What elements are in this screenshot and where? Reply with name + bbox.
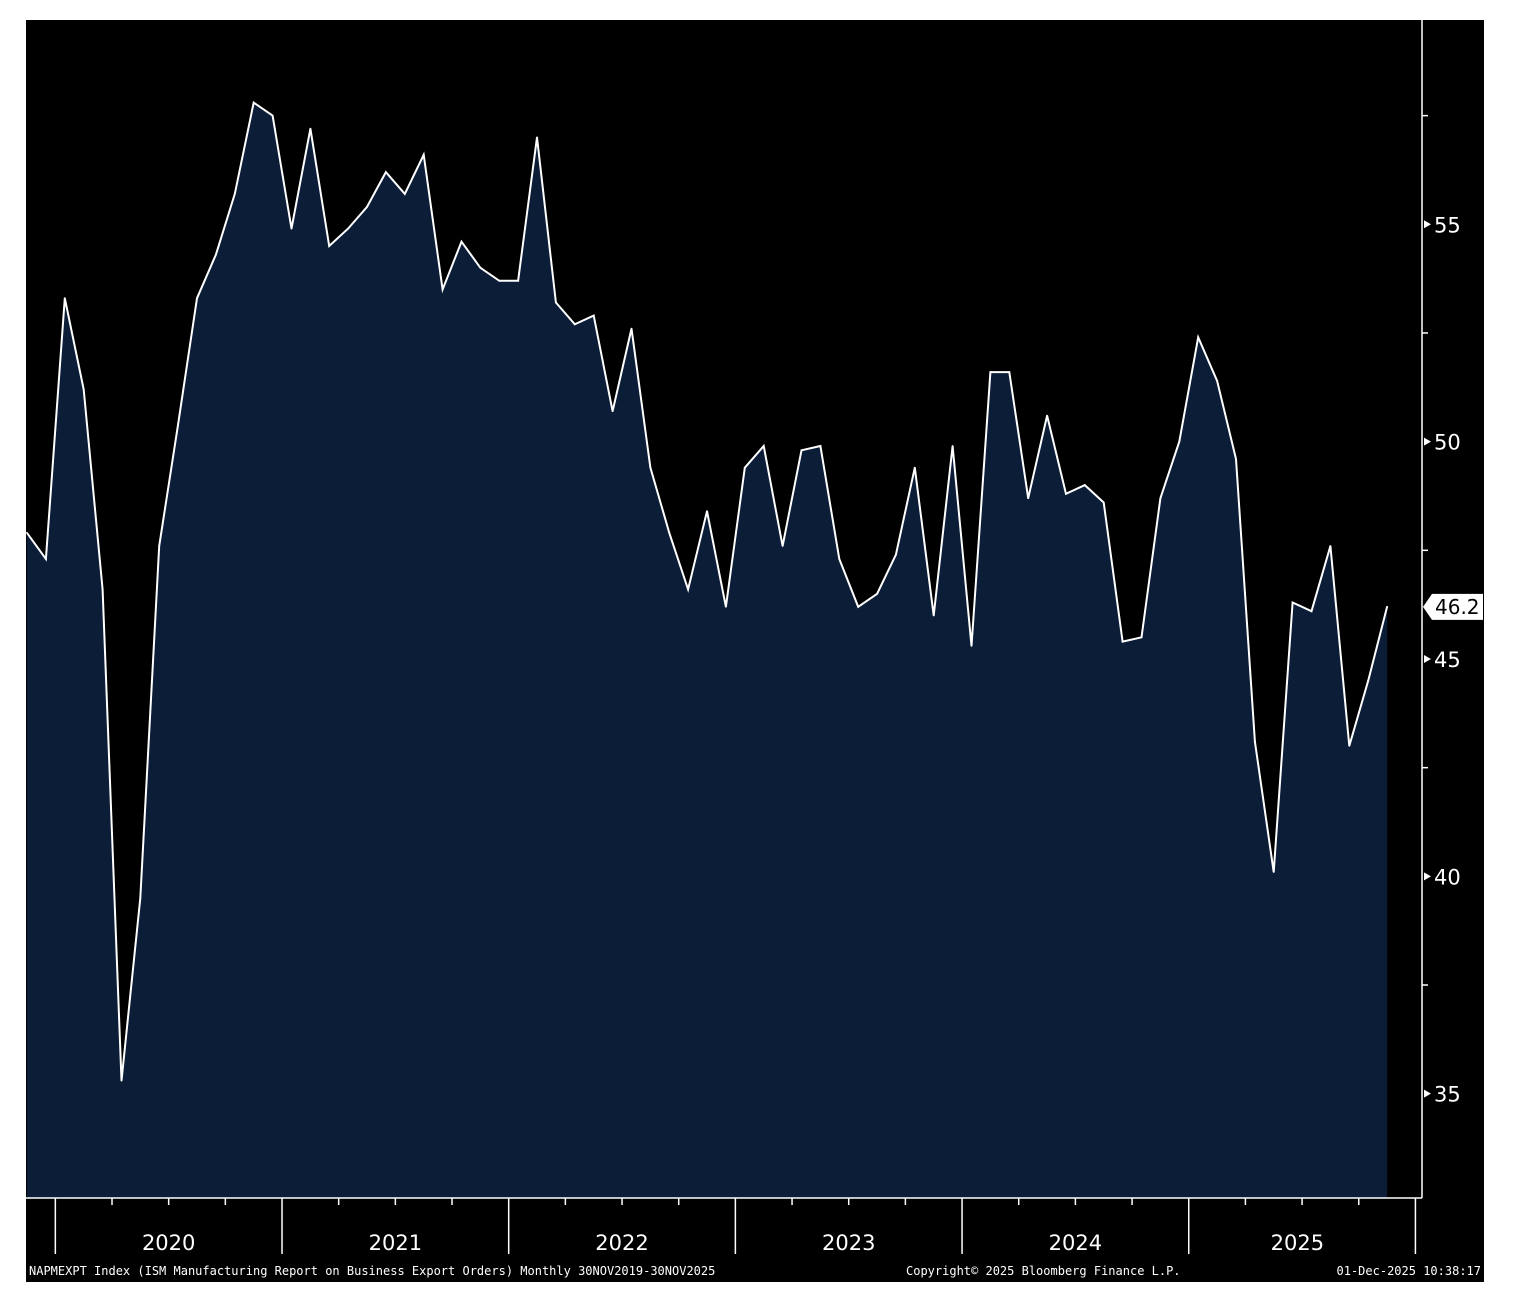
footer-timestamp: 01-Dec-2025 10:38:17 xyxy=(1336,1264,1482,1278)
series-line xyxy=(26,100,1389,1081)
last-value-label: 46.2 xyxy=(1435,595,1480,619)
series-area xyxy=(27,102,1388,1199)
x-year-label: 2023 xyxy=(822,1231,875,1255)
chart-footer: NAPMEXPT Index (ISM Manufacturing Report… xyxy=(26,1261,1484,1282)
y-tick-mark xyxy=(1424,1089,1431,1098)
y-tick-label: 35 xyxy=(1434,1083,1461,1107)
x-year-label: 2024 xyxy=(1049,1231,1102,1255)
y-tick-mark xyxy=(1424,220,1431,229)
chart-svg: 35 40 45 50 55 2020 2021 2022 2023 2024 2025 46.2 xyxy=(26,20,1483,1255)
y-tick-label: 45 xyxy=(1434,648,1461,672)
y-tick-label: 40 xyxy=(1434,865,1461,889)
y-tick-mark xyxy=(1424,437,1431,446)
x-year-label: 2025 xyxy=(1271,1231,1324,1255)
y-tick-mark xyxy=(1424,654,1431,663)
x-year-label: 2022 xyxy=(595,1231,648,1255)
last-value-box xyxy=(1423,593,1483,620)
y-tick-mark xyxy=(1424,872,1431,881)
footer-source: NAPMEXPT Index (ISM Manufacturing Report… xyxy=(29,1264,716,1278)
y-tick-label: 55 xyxy=(1434,213,1461,237)
chart-frame: 35 40 45 50 55 2020 2021 2022 2023 2024 2025 46.2… xyxy=(26,20,1484,1282)
x-year-label: 2021 xyxy=(369,1231,422,1255)
x-year-label: 2020 xyxy=(142,1231,195,1255)
y-tick-label: 50 xyxy=(1434,431,1461,455)
footer-copyright: Copyright© 2025 Bloomberg Finance L.P. xyxy=(906,1264,1181,1278)
